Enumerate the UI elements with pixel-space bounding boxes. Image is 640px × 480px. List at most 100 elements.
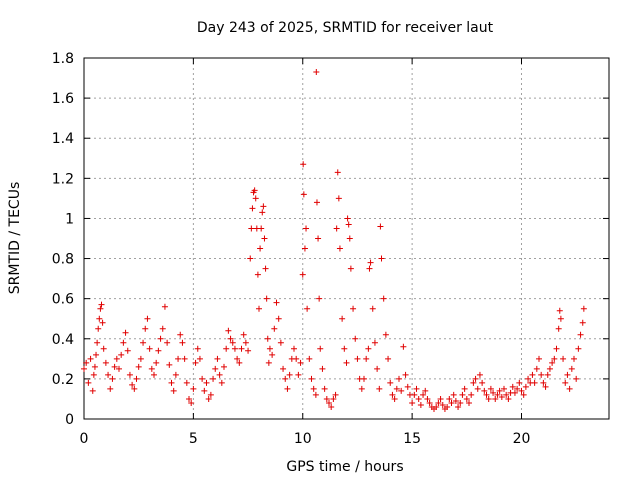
data-point [131, 385, 138, 392]
data-point [575, 345, 582, 352]
x-tick-label: 0 [80, 431, 89, 447]
x-tick-label: 20 [513, 431, 531, 447]
data-point [273, 299, 280, 306]
data-point [409, 399, 416, 406]
data-point [196, 355, 203, 362]
data-point [183, 379, 190, 386]
data-point [133, 375, 140, 382]
data-point [87, 355, 94, 362]
y-tick-label: 1.4 [52, 131, 74, 147]
data-point [308, 375, 315, 382]
data-point [350, 305, 357, 312]
data-point [501, 385, 507, 392]
data-point [334, 169, 341, 176]
data-point [369, 305, 376, 312]
data-point [313, 69, 320, 76]
data-point [435, 399, 442, 406]
data-point [514, 385, 521, 392]
data-point [146, 345, 153, 352]
data-point [159, 325, 166, 332]
data-point [335, 195, 342, 202]
data-point [354, 355, 361, 362]
data-point [413, 385, 420, 392]
data-point [439, 401, 446, 408]
data-point [297, 359, 304, 366]
data-point [422, 387, 429, 394]
data-point [157, 335, 164, 342]
data-point [404, 383, 411, 390]
data-point [310, 385, 317, 392]
data-point [444, 403, 451, 410]
data-point [555, 325, 562, 332]
data-point [135, 363, 142, 370]
data-point [536, 355, 542, 362]
data-point [212, 365, 219, 372]
data-point [231, 345, 238, 352]
data-point [124, 347, 131, 354]
data-point [111, 363, 118, 370]
y-tick-label: 1.6 [52, 91, 74, 107]
data-point [487, 385, 494, 392]
data-point [577, 331, 584, 338]
data-point [415, 395, 422, 402]
grid [84, 58, 609, 419]
data-point [485, 395, 492, 402]
data-point [457, 399, 464, 406]
data-point [343, 359, 350, 366]
data-point [483, 391, 490, 398]
data-point [100, 345, 107, 352]
data-point [396, 375, 402, 382]
y-tick-label: 0.4 [52, 332, 74, 348]
data-point [240, 331, 247, 338]
data-point [468, 391, 475, 398]
data-point [313, 199, 320, 206]
data-point [201, 387, 208, 394]
data-point [113, 355, 120, 362]
data-point [109, 375, 116, 382]
data-point [522, 383, 529, 390]
data-point [242, 339, 249, 346]
y-tick-label: 0.6 [52, 292, 74, 308]
data-point [269, 351, 276, 358]
data-point [330, 395, 337, 402]
data-point [234, 355, 241, 362]
data-point [94, 339, 101, 346]
data-point [179, 339, 186, 346]
data-point [417, 401, 424, 408]
data-point [573, 375, 580, 382]
data-point [433, 403, 440, 410]
data-point [194, 345, 201, 352]
data-point [142, 325, 149, 332]
data-point [437, 395, 444, 402]
data-point [358, 385, 365, 392]
data-point [402, 371, 409, 378]
data-point [259, 209, 266, 216]
data-point [317, 345, 324, 352]
data-point [166, 361, 173, 368]
data-point [218, 379, 225, 386]
data-point [295, 371, 302, 378]
data-point [148, 365, 155, 372]
data-point [98, 301, 105, 308]
data-point [400, 343, 407, 350]
data-point [207, 391, 214, 398]
data-point [566, 385, 573, 392]
data-point [450, 391, 457, 398]
data-point [177, 331, 184, 338]
data-point [333, 225, 340, 232]
data-point [319, 365, 326, 372]
data-point [533, 365, 540, 372]
data-point [470, 379, 477, 386]
data-point [505, 395, 512, 402]
data-point [186, 395, 192, 402]
y-tick-label: 0 [65, 412, 74, 428]
data-point [247, 255, 254, 262]
data-point [516, 379, 523, 386]
data-point [293, 355, 300, 362]
data-point [263, 295, 270, 302]
data-point [498, 393, 505, 400]
data-point [199, 375, 206, 382]
data-point [291, 345, 297, 352]
data-point [393, 385, 400, 392]
data-point [571, 355, 577, 362]
